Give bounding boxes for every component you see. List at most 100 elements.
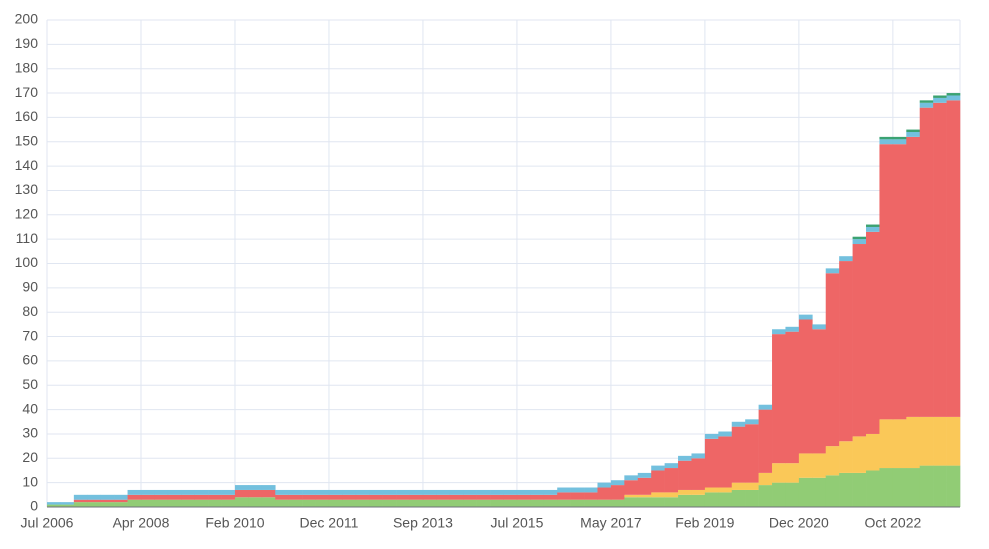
bar-segment	[825, 268, 840, 274]
y-tick-label: 160	[15, 108, 39, 124]
bar-segment	[798, 314, 813, 320]
bar-segment	[248, 485, 263, 490]
bar-segment	[114, 494, 128, 500]
bar-segment	[906, 416, 921, 469]
bar-segment	[919, 107, 934, 417]
bar-segment	[866, 433, 880, 471]
bar-segment	[275, 489, 289, 495]
bar-segment	[516, 499, 531, 507]
bar-segment	[248, 497, 263, 507]
bar-segment	[879, 468, 894, 507]
bar-segment	[892, 136, 907, 140]
bar-segment	[369, 499, 383, 507]
bar-segment	[651, 465, 665, 471]
bar-segment	[825, 273, 840, 447]
bar-segment	[73, 502, 88, 507]
bar-segment	[409, 499, 424, 507]
bar-segment	[731, 426, 746, 483]
bar-segment	[369, 489, 383, 495]
bar-segment	[704, 492, 719, 507]
bar-segment	[879, 144, 894, 420]
bar-segment	[100, 499, 115, 503]
bar-segment	[449, 499, 464, 507]
bar-segment	[798, 319, 813, 454]
bar-segment	[181, 494, 195, 500]
bar-segment	[812, 477, 827, 507]
y-tick-label: 130	[15, 181, 39, 197]
bar-segment	[543, 489, 558, 495]
bar-segment	[892, 144, 907, 420]
bar-segment	[946, 100, 961, 417]
bar-segment	[463, 489, 477, 495]
bar-segment	[315, 499, 330, 507]
bar-segment	[490, 489, 504, 495]
bar-segment	[812, 329, 827, 454]
bar-segment	[449, 489, 464, 495]
bar-segment	[718, 431, 733, 437]
bar-segment	[624, 480, 639, 495]
y-tick-label: 100	[15, 254, 39, 270]
bar-segment	[651, 470, 665, 493]
bar-segment	[476, 489, 491, 495]
bar-segment	[181, 499, 195, 507]
bar-segment	[866, 470, 880, 507]
bar-segment	[140, 494, 155, 500]
bar-segment	[449, 494, 464, 500]
bar-segment	[637, 497, 652, 507]
bar-segment	[543, 499, 558, 507]
bar-segment	[570, 492, 585, 500]
bar-segment	[624, 475, 639, 481]
bar-segment	[342, 494, 357, 500]
bar-segment	[933, 102, 947, 417]
bar-segment	[342, 499, 357, 507]
bar-segment	[409, 494, 424, 500]
x-tick-label: Jul 2015	[490, 515, 543, 531]
bar-segment	[127, 499, 142, 507]
bar-segment	[745, 419, 759, 425]
bar-segment	[530, 499, 545, 507]
bar-segment	[772, 482, 786, 507]
bar-segment	[114, 499, 128, 503]
y-tick-label: 70	[22, 327, 38, 343]
bar-segment	[758, 409, 773, 473]
y-tick-label: 40	[22, 400, 38, 416]
bar-segment	[798, 477, 813, 507]
bar-segment	[678, 494, 692, 507]
bar-segment	[208, 499, 222, 507]
bar-segment	[503, 494, 518, 500]
bar-segment	[933, 95, 947, 98]
bar-segment	[879, 139, 894, 145]
y-tick-label: 140	[15, 157, 39, 173]
bar-segment	[328, 489, 343, 495]
bar-segment	[933, 416, 947, 466]
bar-segment	[127, 489, 142, 495]
bar-segment	[167, 494, 182, 500]
bar-segment	[731, 489, 746, 507]
bar-segment	[933, 465, 947, 507]
bar-segment	[852, 236, 867, 240]
bar-segment	[221, 494, 236, 500]
bar-segment	[946, 416, 961, 466]
bar-segment	[919, 100, 934, 103]
bar-segment	[503, 499, 518, 507]
bar-segment	[302, 489, 316, 495]
bar-segment	[852, 239, 867, 245]
x-tick-label: Feb 2019	[675, 515, 734, 531]
bar-segment	[731, 421, 746, 427]
bar-segment	[772, 329, 786, 335]
bar-segment	[261, 485, 276, 490]
bar-segment	[261, 489, 276, 498]
bar-segment	[208, 494, 222, 500]
bar-segment	[892, 468, 907, 507]
bar-segment	[785, 482, 800, 507]
bar-segment	[194, 499, 209, 507]
bar-segment	[852, 436, 867, 473]
bar-segment	[866, 231, 880, 434]
y-tick-label: 120	[15, 206, 39, 222]
bar-segment	[436, 494, 451, 500]
x-tick-label: Feb 2010	[205, 515, 264, 531]
y-tick-label: 60	[22, 352, 38, 368]
bar-segment	[288, 489, 303, 495]
bar-segment	[530, 489, 545, 495]
